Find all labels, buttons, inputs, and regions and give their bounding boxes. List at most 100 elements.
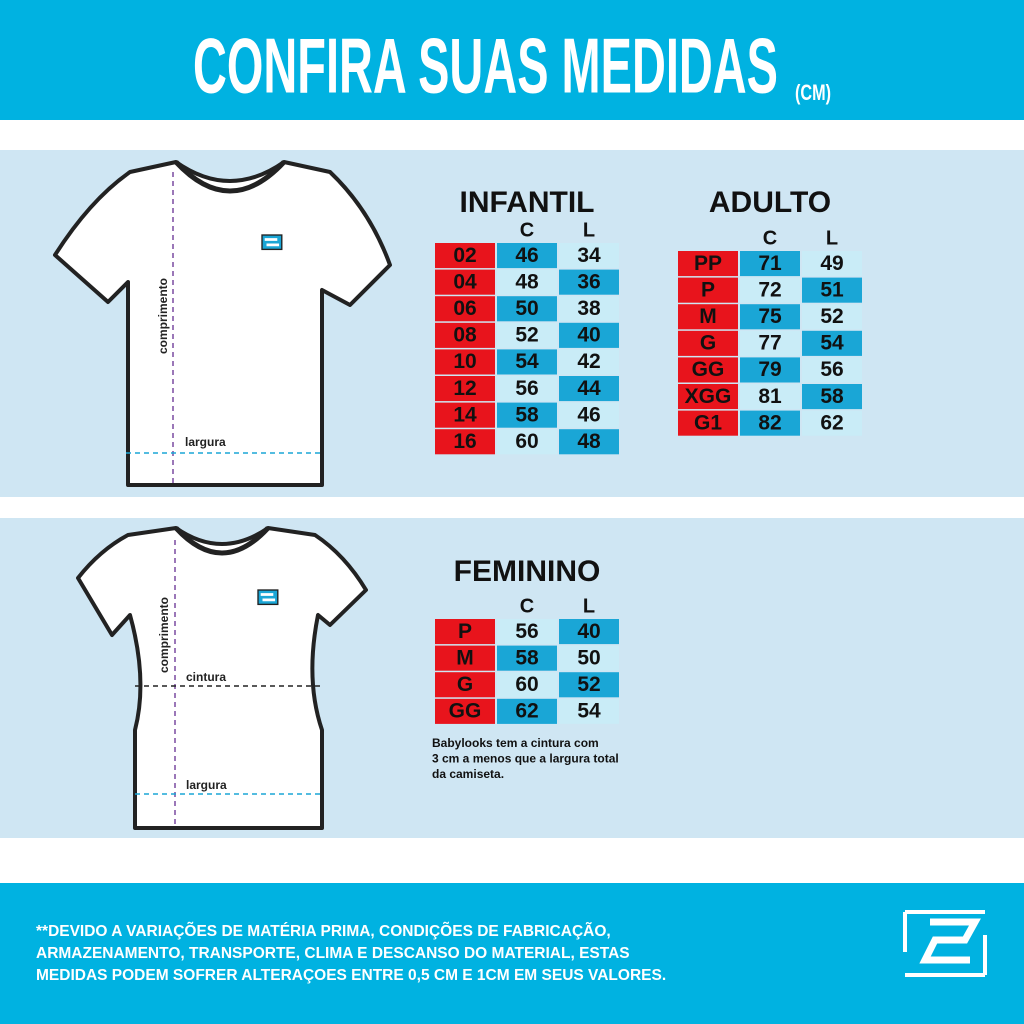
size-label: 02 [453,244,476,267]
table-cell [678,384,738,410]
title: CONFIRA SUAS MEDIDAS [193,22,778,110]
table-cell [497,269,557,295]
measure-value: 56 [820,358,843,381]
table-cell [559,296,619,322]
table-title: INFANTIL [460,186,595,219]
measure-value: 52 [577,673,600,696]
measure-value: 56 [515,620,538,643]
measure-value: 81 [758,385,782,408]
size-label: 06 [453,297,476,320]
shirt-feminine [76,526,368,830]
logo [903,910,987,977]
table-cell [802,357,862,383]
table-cell [497,322,557,348]
table-cell [740,410,800,436]
measure-value: 48 [577,430,601,453]
column-header: L [826,227,838,249]
footer-line: MEDIDAS PODEM SOFRER ALTERAÇOES ENTRE 0,… [36,967,666,984]
unit: (CM) [795,80,831,105]
table-cell [497,429,557,455]
size-label: 16 [453,430,476,453]
table-cell [497,376,557,402]
table-cell [435,645,495,671]
table-cell [740,384,800,410]
size-label: GG [449,700,482,723]
size-label: 12 [453,377,476,400]
table-cell [802,384,862,410]
table-cell [802,251,862,277]
table-title: FEMININO [454,555,601,588]
table-cell [435,402,495,428]
measure-value: 62 [515,700,538,723]
table-cell [559,698,619,724]
measure-value: 58 [515,646,539,669]
table-cell [740,251,800,277]
measure-value: 77 [758,332,781,355]
measure-value: 46 [515,244,538,267]
table-cell [435,269,495,295]
measure-value: 54 [577,700,601,723]
note: 3 cm a menos que a largura total [432,752,619,766]
table-cell [802,304,862,330]
header-band [0,0,1024,120]
measure-value: 58 [820,385,844,408]
table-cell [740,304,800,330]
measure-value: 46 [577,403,600,426]
table-cell [678,330,738,356]
table-cell [559,619,619,645]
table-cell [497,619,557,645]
table-cell [435,619,495,645]
table-cell [678,277,738,303]
size-label: 04 [453,270,477,293]
measure-value: 42 [577,350,600,373]
size-label: GG [692,358,725,381]
size-label: XGG [685,385,732,408]
logo-small [261,234,283,251]
table-cell [497,645,557,671]
measure-value: 60 [515,430,538,453]
table-cell [802,330,862,356]
size-label: M [699,305,717,328]
footer-band [0,883,1024,1024]
size-label: 10 [453,350,476,373]
column-header: C [763,227,777,249]
table-cell [497,243,557,269]
table-cell [435,429,495,455]
size-label: G [457,673,473,696]
measure-value: 71 [758,252,782,275]
table-cell [559,429,619,455]
table-cell [559,376,619,402]
measure-value: 36 [577,270,600,293]
table-cell [497,402,557,428]
table-cell [802,277,862,303]
table-cell [435,376,495,402]
table-cell [435,672,495,698]
logo-small [257,589,279,606]
measure-value: 38 [577,297,601,320]
table-cell [497,672,557,698]
table-cell [497,296,557,322]
table-cell [559,672,619,698]
measure-value: 54 [820,332,844,355]
column-header: L [583,219,595,241]
size-label: P [458,620,472,643]
size-label: G1 [694,411,722,434]
measure-value: 54 [515,350,539,373]
table-cell [678,251,738,277]
measure-value: 58 [515,403,539,426]
table-cell [678,357,738,383]
measure-value: 79 [758,358,781,381]
table-title: ADULTO [709,186,831,219]
column-header: C [520,219,534,241]
measure-value: 40 [577,620,600,643]
table-cell [435,322,495,348]
table-cell [740,330,800,356]
table-cell [497,698,557,724]
size-label: G [700,332,716,355]
measure-value: 56 [515,377,538,400]
size-label: 08 [453,324,477,347]
table-cell [497,349,557,375]
table-cell [559,645,619,671]
measure-value: 75 [758,305,782,328]
measure-value: 50 [577,646,600,669]
